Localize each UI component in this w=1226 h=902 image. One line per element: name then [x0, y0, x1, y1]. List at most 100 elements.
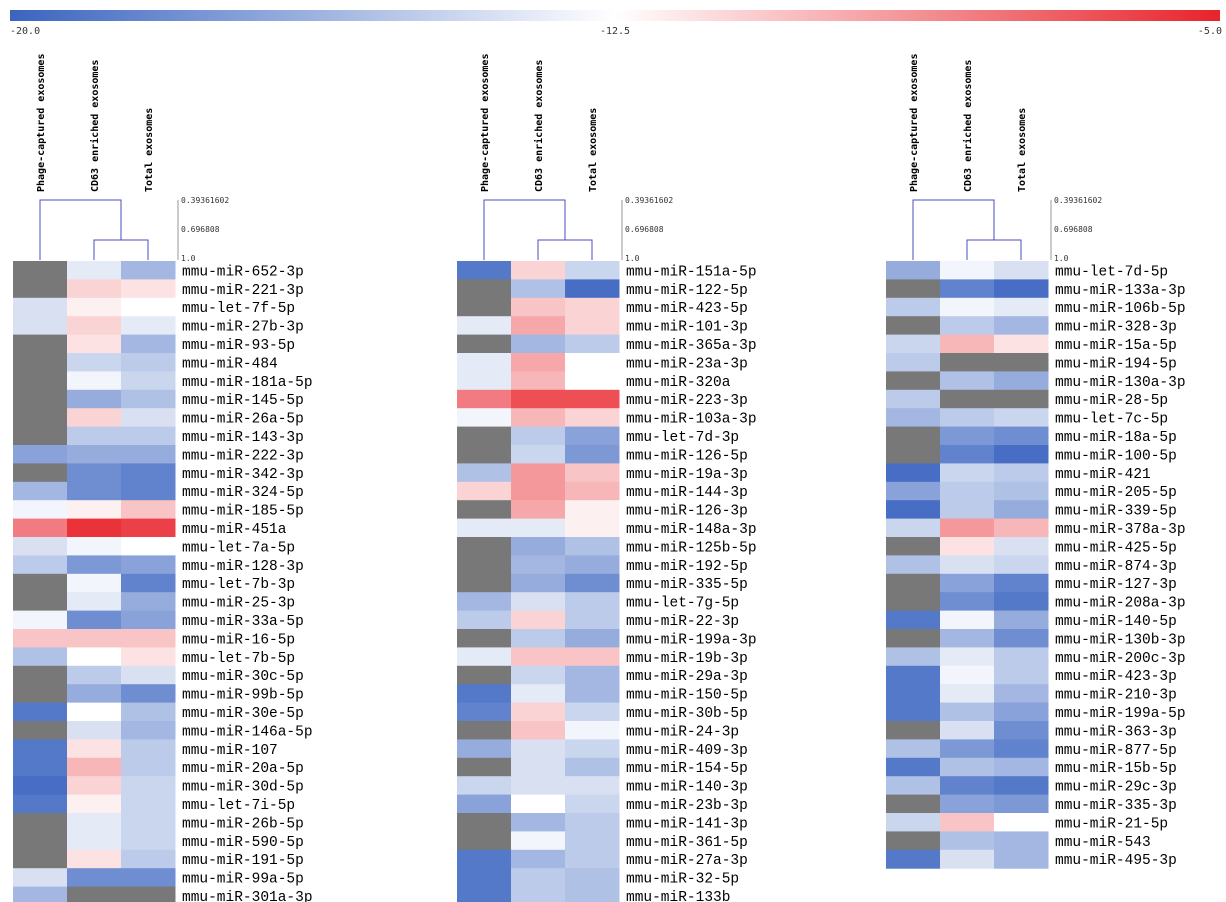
heatmap-cell	[565, 389, 620, 409]
row-label: mmu-miR-122-5p	[626, 283, 748, 299]
heatmap-cell	[121, 353, 176, 372]
row-label: mmu-let-7d-5p	[1055, 264, 1168, 280]
heatmap-cell	[565, 297, 620, 317]
row-label: mmu-miR-22-3p	[626, 614, 739, 630]
heatmap-cell	[67, 610, 122, 630]
heatmap-cell	[67, 555, 122, 575]
heatmap-cell	[67, 886, 122, 902]
heatmap-cell	[511, 537, 566, 556]
heatmap-cell	[457, 353, 512, 372]
heatmap-cell	[565, 647, 620, 667]
heatmap-cell	[994, 297, 1049, 317]
heatmap-cell	[886, 629, 941, 648]
heatmap-cell	[565, 555, 620, 575]
heatmap-cell	[886, 297, 941, 317]
heatmap-cell	[457, 426, 512, 446]
heatmap-cell	[67, 408, 122, 428]
panels-layer: Phage-captured exosomes CD63 enriched exo…	[13, 54, 1186, 902]
row-label: mmu-miR-301a-3p	[182, 890, 313, 902]
row-label: mmu-miR-221-3p	[182, 283, 304, 299]
heatmap-cell	[511, 794, 566, 814]
heatmap-cell	[13, 500, 68, 520]
heatmap-cell	[121, 297, 176, 317]
heatmap-cell	[994, 445, 1049, 464]
colorbar-max-label: -5.0	[1198, 26, 1222, 37]
column-label: CD63 enriched exosomes	[962, 60, 974, 192]
heatmap-cell	[994, 261, 1049, 280]
heatmap-cell	[511, 831, 566, 851]
heatmap-cell	[13, 739, 68, 759]
heatmap-cell	[994, 426, 1049, 446]
row-label: mmu-miR-199a-5p	[1055, 706, 1186, 722]
row-label: mmu-miR-99a-5p	[182, 872, 304, 888]
heatmap-cell	[457, 537, 512, 556]
row-label: mmu-miR-93-5p	[182, 338, 295, 354]
dendrogram-scale-label: 0.39361602	[1054, 196, 1102, 205]
heatmap-cell	[940, 573, 995, 593]
heatmap-cell	[457, 279, 512, 299]
heatmap-cell	[511, 721, 566, 740]
row-label: mmu-miR-133b	[626, 890, 730, 902]
heatmap-cell	[13, 334, 68, 354]
heatmap-cell	[13, 684, 68, 704]
heatmap-cell	[13, 573, 68, 593]
heatmap-cell	[67, 739, 122, 759]
row-label: mmu-miR-200c-3p	[1055, 651, 1186, 667]
heatmap-cell	[886, 610, 941, 630]
row-label: mmu-miR-27a-3p	[626, 853, 748, 869]
row-label: mmu-miR-451a	[182, 522, 287, 538]
row-label: mmu-miR-21-5p	[1055, 816, 1168, 832]
heatmap-cell	[565, 849, 620, 869]
row-label: mmu-miR-185-5p	[182, 504, 304, 520]
heatmap-cell	[13, 445, 68, 464]
heatmap-cell	[886, 592, 941, 612]
heatmap-cell	[457, 481, 512, 501]
heatmap-cell	[13, 537, 68, 556]
row-label: mmu-let-7g-5p	[626, 596, 739, 612]
row-label: mmu-miR-24-3p	[626, 724, 739, 740]
heatmap-cell	[886, 408, 941, 428]
heatmap-cell	[565, 481, 620, 501]
row-label: mmu-miR-128-3p	[182, 559, 304, 575]
row-label: mmu-miR-18a-5p	[1055, 430, 1177, 446]
heatmap-cell	[121, 426, 176, 446]
column-label: Phage-captured exosomes	[480, 54, 491, 192]
heatmap-cell	[940, 353, 995, 372]
dendrogram-scale-label: 0.39361602	[181, 196, 229, 205]
heatmap-cell	[511, 389, 566, 409]
heatmap-cell	[13, 831, 68, 851]
heatmap-cell	[457, 739, 512, 759]
heatmap-cell	[457, 665, 512, 685]
heatmap-cell	[13, 518, 68, 538]
heatmap-cell	[121, 316, 176, 336]
heatmap-cell	[457, 794, 512, 814]
heatmap-cell	[67, 776, 122, 796]
heatmap-cell	[994, 316, 1049, 336]
heatmap-cell	[511, 297, 566, 317]
heatmap-cell	[511, 555, 566, 575]
heatmap-cell	[511, 518, 566, 538]
heatmap-cell	[511, 592, 566, 612]
row-label: mmu-miR-335-3p	[1055, 798, 1177, 814]
row-label: mmu-miR-19b-3p	[626, 651, 748, 667]
column-label: CD63 enriched exosomes	[89, 60, 101, 192]
heatmap-cell	[13, 794, 68, 814]
heatmap-cell	[121, 831, 176, 851]
row-label: mmu-miR-194-5p	[1055, 356, 1177, 372]
heatmap-cell	[67, 868, 122, 888]
heatmap-cell	[457, 518, 512, 538]
heatmap-cell	[940, 794, 995, 814]
heatmap-cell	[994, 353, 1049, 372]
heatmap-cell	[457, 555, 512, 575]
heatmap-cell	[994, 573, 1049, 593]
heatmap-cell	[565, 776, 620, 796]
heatmap-cell	[994, 408, 1049, 428]
row-label: mmu-let-7a-5p	[182, 540, 295, 556]
heatmap-cell	[940, 757, 995, 777]
row-label: mmu-miR-208a-3p	[1055, 596, 1186, 612]
heatmap-cell	[994, 371, 1049, 391]
dendrogram-scale-label: 0.39361602	[625, 196, 673, 205]
heatmap-cell	[940, 316, 995, 336]
heatmap-cell	[121, 702, 176, 722]
